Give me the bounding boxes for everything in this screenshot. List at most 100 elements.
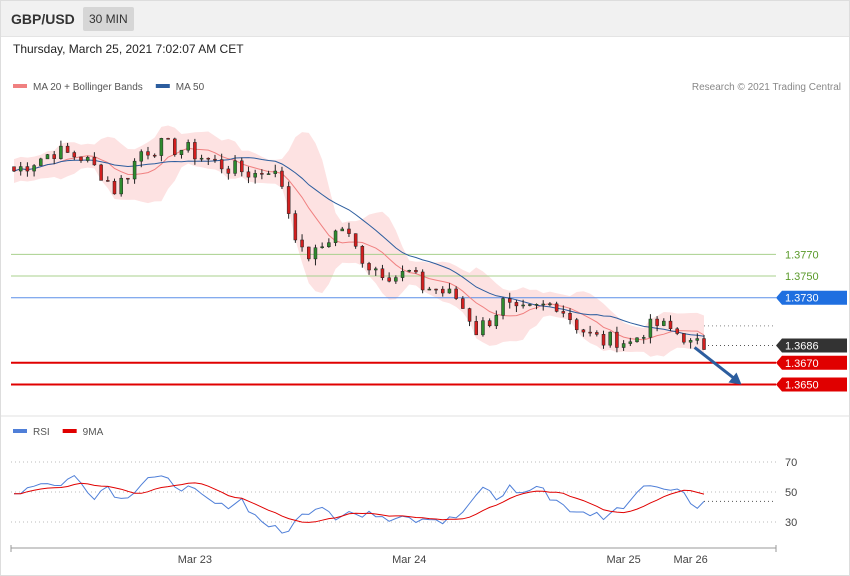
- candle-body: [528, 304, 532, 306]
- candle-body: [226, 168, 231, 174]
- candle-body: [507, 298, 512, 303]
- legend-label-rsi: RSI: [33, 427, 50, 438]
- candle-body: [327, 242, 331, 247]
- candle-body: [240, 160, 244, 173]
- level-label-support: 1.3670: [785, 358, 819, 370]
- rsi-tick-label: 70: [785, 457, 797, 469]
- candle-body: [662, 320, 666, 326]
- candle-body: [521, 304, 525, 307]
- level-label-resistance: 1.3770: [785, 249, 819, 261]
- candle-body: [367, 263, 371, 271]
- candle-body: [440, 288, 445, 294]
- legend-swatch-ma20: [13, 84, 27, 88]
- candle-body: [601, 334, 606, 346]
- credit-text: Research © 2021 Trading Central: [692, 82, 841, 93]
- candle-body: [119, 177, 123, 195]
- bollinger-band: [14, 125, 704, 357]
- header-bar: GBP/USD 30 MIN: [0, 0, 850, 37]
- candle-body: [25, 166, 30, 172]
- candle-body: [199, 157, 204, 160]
- candle-body: [615, 331, 619, 348]
- candle-body: [112, 180, 117, 195]
- candle-body: [293, 213, 298, 241]
- ma50-line: [13, 157, 705, 337]
- legend-label-ma20: MA 20 + Bollinger Bands: [33, 82, 143, 93]
- timestamp: Thursday, March 25, 2021 7:02:07 AM CET: [13, 42, 244, 56]
- candle-body: [186, 142, 190, 151]
- candle-body: [159, 138, 164, 156]
- legend-swatch-ma50: [155, 84, 170, 88]
- candle-body: [52, 154, 56, 159]
- candle-body: [568, 313, 572, 320]
- candle-body: [595, 332, 599, 335]
- candle-body: [420, 271, 425, 291]
- candle-body: [139, 151, 144, 162]
- candle-body: [307, 246, 311, 260]
- candle-body: [434, 288, 438, 291]
- candle-body: [427, 288, 432, 291]
- symbol-label: GBP/USD: [11, 11, 75, 27]
- interval-button[interactable]: 30 MIN: [83, 7, 134, 31]
- forecast-arrow-head: [728, 372, 742, 385]
- candle-body: [173, 138, 177, 155]
- candle-body: [541, 303, 545, 306]
- candle-body: [387, 277, 391, 282]
- candle-body: [92, 157, 97, 166]
- candle-body: [233, 160, 237, 174]
- candle-body: [313, 247, 318, 260]
- candle-body: [394, 277, 398, 282]
- candle-body: [414, 270, 418, 273]
- candle-body: [641, 337, 646, 339]
- candle-body: [18, 166, 23, 172]
- rsi-9ma-line: [13, 482, 705, 523]
- candle-body: [675, 328, 679, 334]
- candle-body: [400, 271, 405, 278]
- level-label-resistance: 1.3750: [785, 271, 819, 283]
- candle-body: [655, 318, 659, 326]
- candle-body: [286, 186, 291, 214]
- candle-body: [99, 164, 103, 181]
- x-tick-label: Mar 24: [392, 554, 426, 566]
- candle-body: [166, 138, 170, 140]
- candle-body: [467, 308, 472, 322]
- candle-body: [648, 318, 653, 338]
- candle-body: [695, 338, 700, 341]
- candle-body: [280, 170, 284, 187]
- legend-label-ma50: MA 50: [176, 82, 205, 93]
- candle-body: [266, 173, 271, 175]
- x-tick-label: Mar 25: [606, 554, 640, 566]
- level-tag-last: [776, 338, 847, 353]
- candle-body: [487, 320, 492, 327]
- candle-body: [454, 288, 458, 299]
- candle-body: [501, 298, 505, 316]
- candle-body: [253, 173, 257, 178]
- candle-body: [333, 230, 338, 243]
- candle-body: [494, 315, 499, 327]
- candle-body: [702, 338, 706, 350]
- candle-body: [179, 149, 184, 155]
- level-tag-support: [776, 377, 847, 392]
- level-label-support: 1.3650: [785, 379, 819, 391]
- candle-body: [481, 320, 485, 336]
- candle-body: [340, 228, 345, 232]
- candle-body: [682, 333, 686, 343]
- candle-body: [85, 157, 90, 161]
- candle-body: [514, 302, 519, 307]
- forecast-arrow-shaft: [693, 346, 737, 381]
- level-tag-pivot: [776, 290, 847, 305]
- candle-body: [193, 142, 197, 160]
- candle-body: [688, 340, 693, 343]
- candle-body: [380, 268, 385, 278]
- x-tick-label: Mar 26: [673, 554, 707, 566]
- candle-body: [132, 160, 137, 180]
- candle-body: [608, 331, 612, 346]
- candle-body: [635, 337, 639, 343]
- candle-body: [106, 180, 110, 182]
- candle-body: [373, 268, 378, 271]
- candle-body: [300, 239, 304, 248]
- candle-body: [554, 303, 559, 312]
- candle-body: [347, 228, 351, 234]
- candle-body: [628, 341, 633, 344]
- candle-body: [213, 158, 217, 161]
